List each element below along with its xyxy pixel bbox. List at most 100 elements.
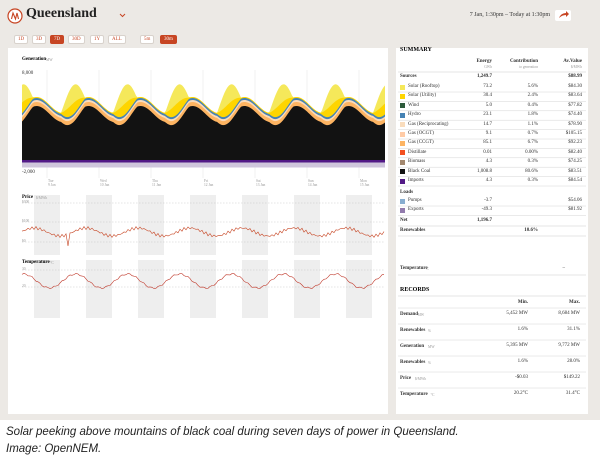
chart-label: Temperature bbox=[22, 260, 50, 265]
night-band bbox=[242, 195, 268, 255]
legend-swatch bbox=[400, 198, 405, 204]
row-label: Solar (Utility) bbox=[408, 93, 437, 99]
row-energy: 5.0 bbox=[485, 102, 492, 108]
period-button[interactable]: 30D bbox=[68, 35, 85, 44]
record-label: Generation bbox=[400, 344, 425, 349]
row-contribution: 0.4% bbox=[527, 102, 538, 108]
column-unit: to generation bbox=[519, 65, 538, 69]
row-energy: 4.3 bbox=[485, 178, 492, 183]
night-band bbox=[242, 260, 268, 318]
legend-swatch bbox=[400, 150, 405, 156]
right-panel bbox=[396, 48, 588, 414]
row-contribution: 80.6% bbox=[525, 168, 538, 174]
period-button[interactable]: 1Y bbox=[90, 35, 105, 44]
exports-area bbox=[22, 162, 385, 168]
row-energy: 1,196.7 bbox=[477, 218, 492, 223]
row-contribution: 6.7% bbox=[527, 140, 538, 146]
x-tick-label: 10 Jan bbox=[100, 183, 110, 187]
x-tick-label: Thu bbox=[152, 179, 158, 183]
interval-button[interactable]: 5m bbox=[140, 35, 155, 44]
night-band bbox=[346, 260, 372, 318]
record-unit: $/MWh bbox=[415, 376, 427, 381]
row-label: Net bbox=[400, 218, 408, 223]
row-energy: -3.7 bbox=[484, 198, 492, 203]
chart-label: Generation bbox=[22, 57, 47, 62]
period-button[interactable]: 7D bbox=[50, 35, 65, 44]
x-tick-label: 9 Jan bbox=[48, 183, 56, 187]
x-tick-label: Wed bbox=[100, 179, 107, 183]
row-contribution: 10.6% bbox=[524, 228, 538, 233]
column-header: Energy bbox=[476, 59, 492, 64]
row-contribution: 5.6% bbox=[527, 84, 538, 89]
row-energy: 1,249.7 bbox=[477, 74, 492, 79]
chart-graphics bbox=[7, 8, 588, 414]
imports-area bbox=[22, 160, 385, 163]
generation-area bbox=[22, 106, 385, 160]
x-tick-label: Fri bbox=[204, 179, 209, 183]
interval-button[interactable]: 30m bbox=[160, 35, 177, 44]
screenshot: Queensland 7 Jan, 1:30pm – Today at 1:30p… bbox=[0, 0, 600, 420]
row-value: $78.90 bbox=[568, 121, 582, 127]
row-value: – bbox=[562, 266, 566, 271]
x-tick-label: Mon bbox=[360, 179, 367, 183]
record-max: 31.4°C bbox=[565, 391, 580, 396]
night-band bbox=[34, 260, 60, 318]
row-label: Temperature bbox=[400, 266, 428, 271]
period-button[interactable]: ALL bbox=[108, 35, 126, 44]
price-line bbox=[21, 226, 385, 247]
column-unit: GWh bbox=[484, 65, 492, 69]
y-tick-label: $0 bbox=[22, 239, 26, 243]
record-label: Renewables bbox=[400, 360, 426, 365]
period-button[interactable]: 1D bbox=[14, 35, 29, 44]
column-header: Av.Value bbox=[563, 59, 582, 64]
legend-swatch bbox=[400, 140, 405, 146]
region-title: Queensland bbox=[26, 6, 97, 21]
record-unit: MW bbox=[428, 344, 435, 349]
dropdown-icon[interactable] bbox=[119, 13, 126, 18]
temperature-line bbox=[21, 272, 385, 290]
record-unit: °C bbox=[430, 392, 435, 397]
legend-swatch bbox=[400, 93, 405, 99]
y-tick-label: $100 bbox=[22, 219, 30, 223]
period-button[interactable]: 3D bbox=[32, 35, 47, 44]
chart-label: Price bbox=[22, 195, 34, 200]
night-band bbox=[190, 195, 216, 255]
share-icon bbox=[559, 11, 569, 18]
date-range: 7 Jan, 1:30pm – Today at 1:30pm bbox=[469, 12, 550, 18]
column-header: Contribution bbox=[509, 59, 538, 64]
night-band bbox=[294, 195, 320, 255]
legend-swatch bbox=[400, 159, 405, 165]
y-tick-label: $300 bbox=[22, 200, 30, 204]
record-unit: MW bbox=[417, 312, 425, 317]
row-contribution: 1.8% bbox=[527, 112, 538, 118]
chart-unit: MW bbox=[46, 57, 53, 62]
row-label: Renewables bbox=[400, 228, 426, 233]
night-band bbox=[86, 195, 112, 255]
record-min: 1.6% bbox=[517, 359, 528, 364]
record-max: 31.1% bbox=[567, 327, 580, 332]
row-value: $74.40 bbox=[568, 112, 582, 118]
record-min: 20.2°C bbox=[513, 391, 528, 396]
row-energy: 85.1 bbox=[483, 140, 492, 146]
row-energy: 30.4 bbox=[483, 93, 492, 99]
row-label: Hydro bbox=[408, 112, 421, 118]
row-label: Gas (OCGT) bbox=[408, 131, 434, 136]
row-label: Biomass bbox=[408, 159, 426, 165]
row-contribution: 1.1% bbox=[527, 121, 538, 127]
record-max: $149.22 bbox=[563, 375, 580, 380]
record-max: 9,772 MW bbox=[558, 343, 580, 348]
row-contribution: 2.4% bbox=[527, 93, 538, 99]
column-unit: $/MWh bbox=[570, 65, 582, 69]
row-energy: 73.2 bbox=[483, 84, 492, 89]
legend-swatch bbox=[400, 169, 405, 175]
row-label: Pumps bbox=[408, 198, 422, 203]
share-button[interactable] bbox=[555, 10, 571, 21]
x-tick-label: 11 Jan bbox=[152, 183, 162, 187]
x-tick-label: 14 Jan bbox=[308, 183, 318, 187]
row-label: Gas (Reciprocating) bbox=[408, 121, 449, 127]
row-label: Distillate bbox=[408, 149, 427, 155]
column-header: Min. bbox=[517, 300, 528, 305]
row-energy: 4.3 bbox=[485, 159, 492, 165]
legend-swatch bbox=[400, 131, 405, 137]
